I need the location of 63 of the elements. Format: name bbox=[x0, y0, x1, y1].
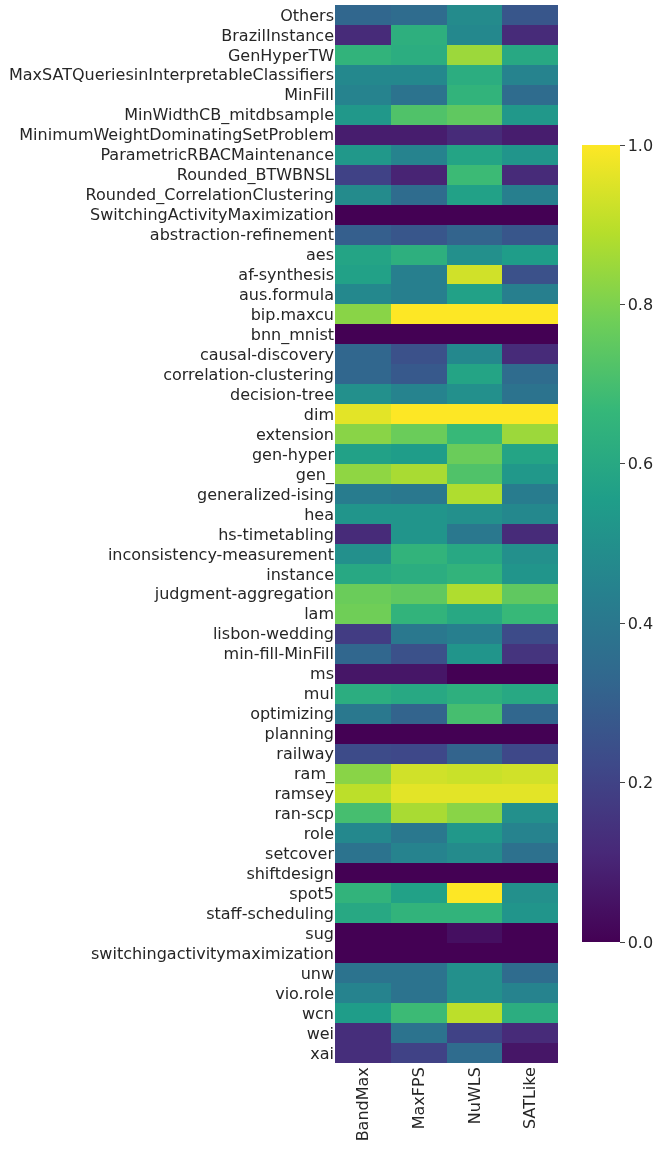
y-tick-label: gen-hyper bbox=[251, 444, 335, 464]
y-tick-label: bnn_mnist bbox=[250, 324, 334, 345]
y-tick-label: instance bbox=[266, 564, 334, 584]
y-tick-label: xai bbox=[310, 1043, 334, 1063]
y-tick-label: lam bbox=[304, 604, 334, 624]
y-tick-label: causal-discovery bbox=[200, 344, 334, 364]
y-tick-label: optimizing bbox=[250, 704, 334, 724]
y-tick-label: wcn bbox=[301, 1003, 334, 1023]
y-tick-label: MaxSATQueriesinInterpretableClassifiers bbox=[8, 65, 334, 85]
y-tick-label: ran-scp bbox=[274, 804, 334, 824]
y-tick-label: generalized-ising bbox=[197, 484, 334, 504]
y-tick-label: correlation-clustering bbox=[163, 364, 334, 384]
color-bar-label: 0.2 bbox=[627, 773, 653, 793]
y-tick-label: BrazilInstance bbox=[221, 25, 334, 45]
y-tick-label: SwitchingActivityMaximization bbox=[90, 205, 334, 225]
y-tick-label: ram_ bbox=[294, 764, 335, 785]
y-tick-label: inconsistency-measurement bbox=[107, 544, 334, 564]
color-bar-label: 1.0 bbox=[627, 135, 653, 155]
y-tick-label: Rounded_CorrelationClustering bbox=[85, 185, 334, 206]
x-tick-label: NuWLS bbox=[464, 1067, 484, 1125]
y-tick-label: judgment-aggregation bbox=[153, 584, 334, 604]
y-tick-label: vio.role bbox=[275, 983, 334, 1003]
y-tick-label: mul bbox=[303, 684, 334, 704]
color-bar-label: 0.6 bbox=[627, 454, 653, 474]
y-tick-label: ParametricRBACMaintenance bbox=[100, 145, 334, 165]
y-tick-label: planning bbox=[264, 724, 334, 744]
y-tick-label: hea bbox=[304, 504, 334, 524]
y-tick-label: MinimumWeightDominatingSetProblem bbox=[19, 125, 334, 145]
y-tick-label: hs-timetabling bbox=[218, 524, 334, 544]
y-tick-label: ramsey bbox=[274, 784, 334, 804]
y-tick-label: switchingactivitymaximization bbox=[91, 943, 334, 963]
x-tick-label: SATLike bbox=[520, 1067, 540, 1130]
y-tick-label: lisbon-wedding bbox=[212, 624, 334, 644]
y-tick-label: abstraction-refinement bbox=[149, 225, 334, 245]
y-tick-label: Others bbox=[280, 5, 334, 25]
y-tick-label: bip.maxcu bbox=[250, 305, 334, 325]
y-tick-label: decision-tree bbox=[230, 384, 334, 404]
y-tick-label: aus.formula bbox=[238, 285, 334, 305]
y-tick-label: sug bbox=[305, 923, 334, 943]
color-bar-label: 0.4 bbox=[627, 613, 653, 633]
y-tick-label: MinWidthCB_mitdbsample bbox=[124, 105, 334, 126]
y-tick-label: dim bbox=[303, 404, 334, 424]
y-tick-label: gen_ bbox=[295, 464, 335, 485]
y-tick-label: shiftdesign bbox=[246, 863, 334, 883]
y-tick-label: wei bbox=[306, 1023, 334, 1043]
y-tick-label: ms bbox=[310, 664, 334, 684]
y-tick-label: role bbox=[303, 824, 334, 844]
y-tick-label: min-fill-MinFill bbox=[223, 644, 334, 664]
y-tick-label: staff-scheduling bbox=[206, 903, 334, 923]
y-tick-label: extension bbox=[256, 424, 334, 444]
x-tick-label: MaxFPS bbox=[408, 1067, 428, 1130]
y-tick-label: MinFill bbox=[284, 85, 334, 105]
color-bar-label: 0.0 bbox=[627, 932, 653, 952]
y-tick-label: aes bbox=[306, 245, 334, 265]
y-tick-label: unw bbox=[300, 963, 334, 983]
y-tick-label: spot5 bbox=[289, 883, 334, 903]
y-tick-label: railway bbox=[276, 744, 334, 764]
y-tick-label: Rounded_BTWBNSL bbox=[176, 165, 335, 186]
y-tick-label: GenHyperTW bbox=[227, 45, 335, 65]
x-tick-label: BandMax bbox=[353, 1067, 373, 1142]
y-tick-label: setcover bbox=[265, 844, 335, 863]
color-bar-label: 0.8 bbox=[627, 295, 653, 314]
y-tick-label: af-synthesis bbox=[238, 265, 334, 285]
